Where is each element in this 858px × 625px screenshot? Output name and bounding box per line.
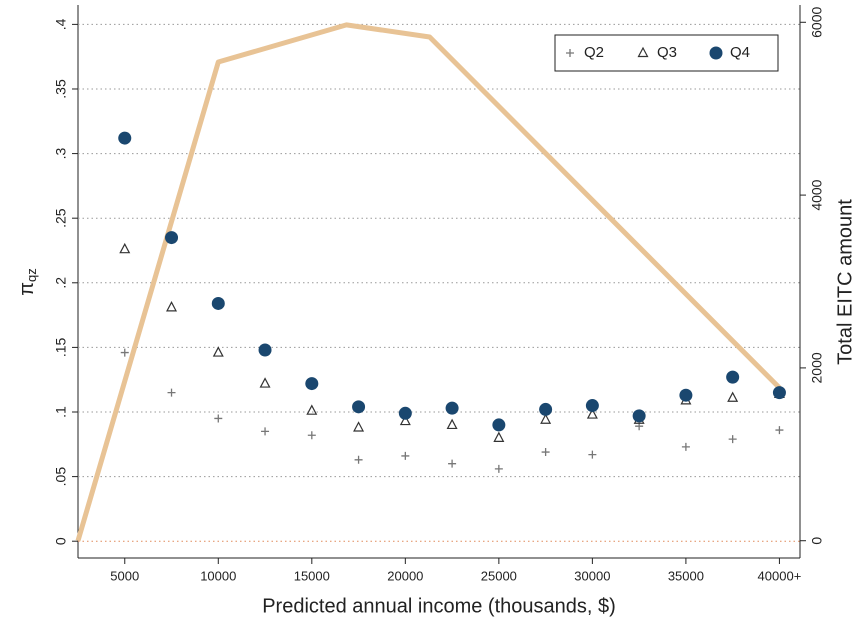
point-triangle xyxy=(212,346,224,357)
x-tick-label: 30000 xyxy=(574,568,610,583)
point-plus xyxy=(681,442,690,451)
point-triangle xyxy=(353,421,365,432)
point-circle xyxy=(118,131,132,145)
point-plus xyxy=(214,414,223,423)
legend-label: Q3 xyxy=(657,44,677,61)
legend-label: Q2 xyxy=(584,44,604,61)
point-circle xyxy=(211,296,225,310)
x-tick-label: 20000 xyxy=(387,568,423,583)
point-circle xyxy=(165,231,179,245)
point-plus xyxy=(120,348,129,357)
point-circle xyxy=(352,400,366,414)
point-triangle xyxy=(540,413,552,424)
point-triangle xyxy=(119,242,131,254)
point-plus xyxy=(401,451,410,460)
y-axis-title-sub: qz xyxy=(24,268,39,282)
point-circle xyxy=(539,402,553,416)
legend-marker xyxy=(566,49,574,57)
y-tick-label: .3 xyxy=(53,148,69,160)
point-plus xyxy=(541,448,550,457)
legend-marker xyxy=(709,46,723,60)
y-tick-label: .15 xyxy=(53,337,69,357)
point-circle xyxy=(445,401,459,415)
point-triangle xyxy=(306,404,318,415)
point-plus xyxy=(728,435,737,444)
point-triangle xyxy=(446,418,458,430)
eitc-line xyxy=(75,22,782,542)
legend-marker xyxy=(637,46,649,58)
point-plus xyxy=(167,388,176,397)
point-circle xyxy=(398,406,412,420)
y-tick-label: .2 xyxy=(53,277,69,289)
point-triangle xyxy=(399,414,411,426)
y-tick-label: 0 xyxy=(53,537,69,545)
point-circle xyxy=(726,370,740,384)
point-plus xyxy=(448,459,457,468)
y2-tick-label: 6000 xyxy=(809,7,825,38)
point-triangle xyxy=(586,408,598,419)
legend-label: Q4 xyxy=(730,44,750,61)
legend-box xyxy=(554,34,779,72)
point-circle xyxy=(632,409,646,423)
point-triangle xyxy=(259,377,271,388)
point-circle xyxy=(585,399,599,413)
y-axis-title-main: π xyxy=(16,282,38,296)
y-tick-label: .4 xyxy=(53,18,69,30)
y2-tick-label: 4000 xyxy=(809,179,825,210)
point-plus xyxy=(775,426,784,435)
point-plus xyxy=(261,427,270,436)
x-axis-title: Predicted annual income (thousands, $) xyxy=(262,595,616,617)
y2-tick-label: 2000 xyxy=(809,352,825,383)
point-plus xyxy=(307,431,316,440)
x-tick-label: 10000 xyxy=(200,568,236,583)
y2-axis-title: Total EITC amount xyxy=(834,199,856,365)
point-circle xyxy=(305,377,319,391)
x-tick-label: 25000 xyxy=(481,568,517,583)
x-tick-label: 15000 xyxy=(294,568,330,583)
point-triangle xyxy=(493,431,505,442)
point-triangle xyxy=(166,301,178,312)
point-circle xyxy=(492,418,506,432)
x-tick-label: 5000 xyxy=(110,568,139,583)
point-triangle xyxy=(727,391,739,402)
point-circle xyxy=(772,386,786,400)
x-tick-label: 40000+ xyxy=(758,568,802,583)
y-tick-label: .1 xyxy=(53,406,69,418)
point-plus xyxy=(354,455,363,464)
point-circle xyxy=(258,343,272,357)
y-tick-label: .35 xyxy=(53,79,69,99)
point-plus xyxy=(588,450,597,459)
y2-tick-label: 0 xyxy=(809,537,825,545)
y-axis-title: πqz xyxy=(16,268,39,296)
point-circle xyxy=(679,388,693,402)
x-tick-label: 35000 xyxy=(668,568,704,583)
point-plus xyxy=(494,464,503,473)
y-tick-label: .25 xyxy=(53,208,69,228)
y-tick-label: .05 xyxy=(53,467,69,487)
